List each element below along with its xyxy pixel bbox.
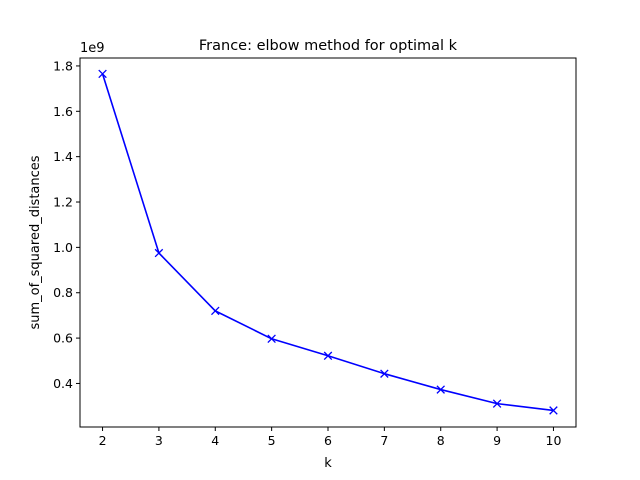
x-tick-label: 2: [99, 433, 107, 448]
x-tick-label: 5: [268, 433, 276, 448]
data-point-marker: [211, 306, 220, 316]
y-tick-label: 1.4: [53, 149, 73, 164]
data-point-marker: [323, 351, 333, 361]
y-tick-label: 0.8: [53, 285, 73, 300]
y-axis-label: sum_of_squared_distances: [28, 155, 43, 329]
y-ticks: 0.4 0.6 0.8 1.0 1.2 1.4 1.6 1.8: [53, 58, 80, 391]
plot-frame: [79, 57, 577, 428]
data-point-marker: [436, 385, 445, 394]
data-point-marker: [492, 399, 502, 408]
data-point-marker: [98, 69, 107, 79]
x-tick-label: 4: [211, 433, 219, 448]
x-tick-label: 10: [546, 433, 562, 448]
x-tick-label: 3: [155, 433, 163, 448]
y-tick-label: 0.6: [53, 331, 73, 346]
y-offset-label: 1e9: [80, 41, 105, 56]
data-point-marker: [380, 369, 389, 378]
x-tick-label: 6: [324, 433, 332, 448]
y-tick-label: 1.8: [53, 58, 73, 73]
y-tick-label: 1.6: [53, 104, 73, 119]
plot-area: [80, 58, 576, 427]
x-axis-label: k: [324, 456, 332, 471]
x-tick-label: 7: [380, 433, 388, 448]
y-tick-label: 1.2: [53, 195, 73, 210]
data-point-marker: [267, 334, 276, 344]
data-point-marker: [549, 406, 558, 415]
series-layer: [98, 69, 558, 415]
x-tick-label: 9: [493, 433, 501, 448]
data-point-marker: [154, 248, 164, 258]
chart-title: France: elbow method for optimal k: [199, 38, 458, 54]
x-tick-label: 8: [437, 433, 445, 448]
y-tick-label: 1.0: [53, 240, 73, 255]
x-ticks: 2 3 4 5 6 7 8 9 10: [99, 427, 562, 448]
y-tick-label: 0.4: [53, 376, 73, 391]
